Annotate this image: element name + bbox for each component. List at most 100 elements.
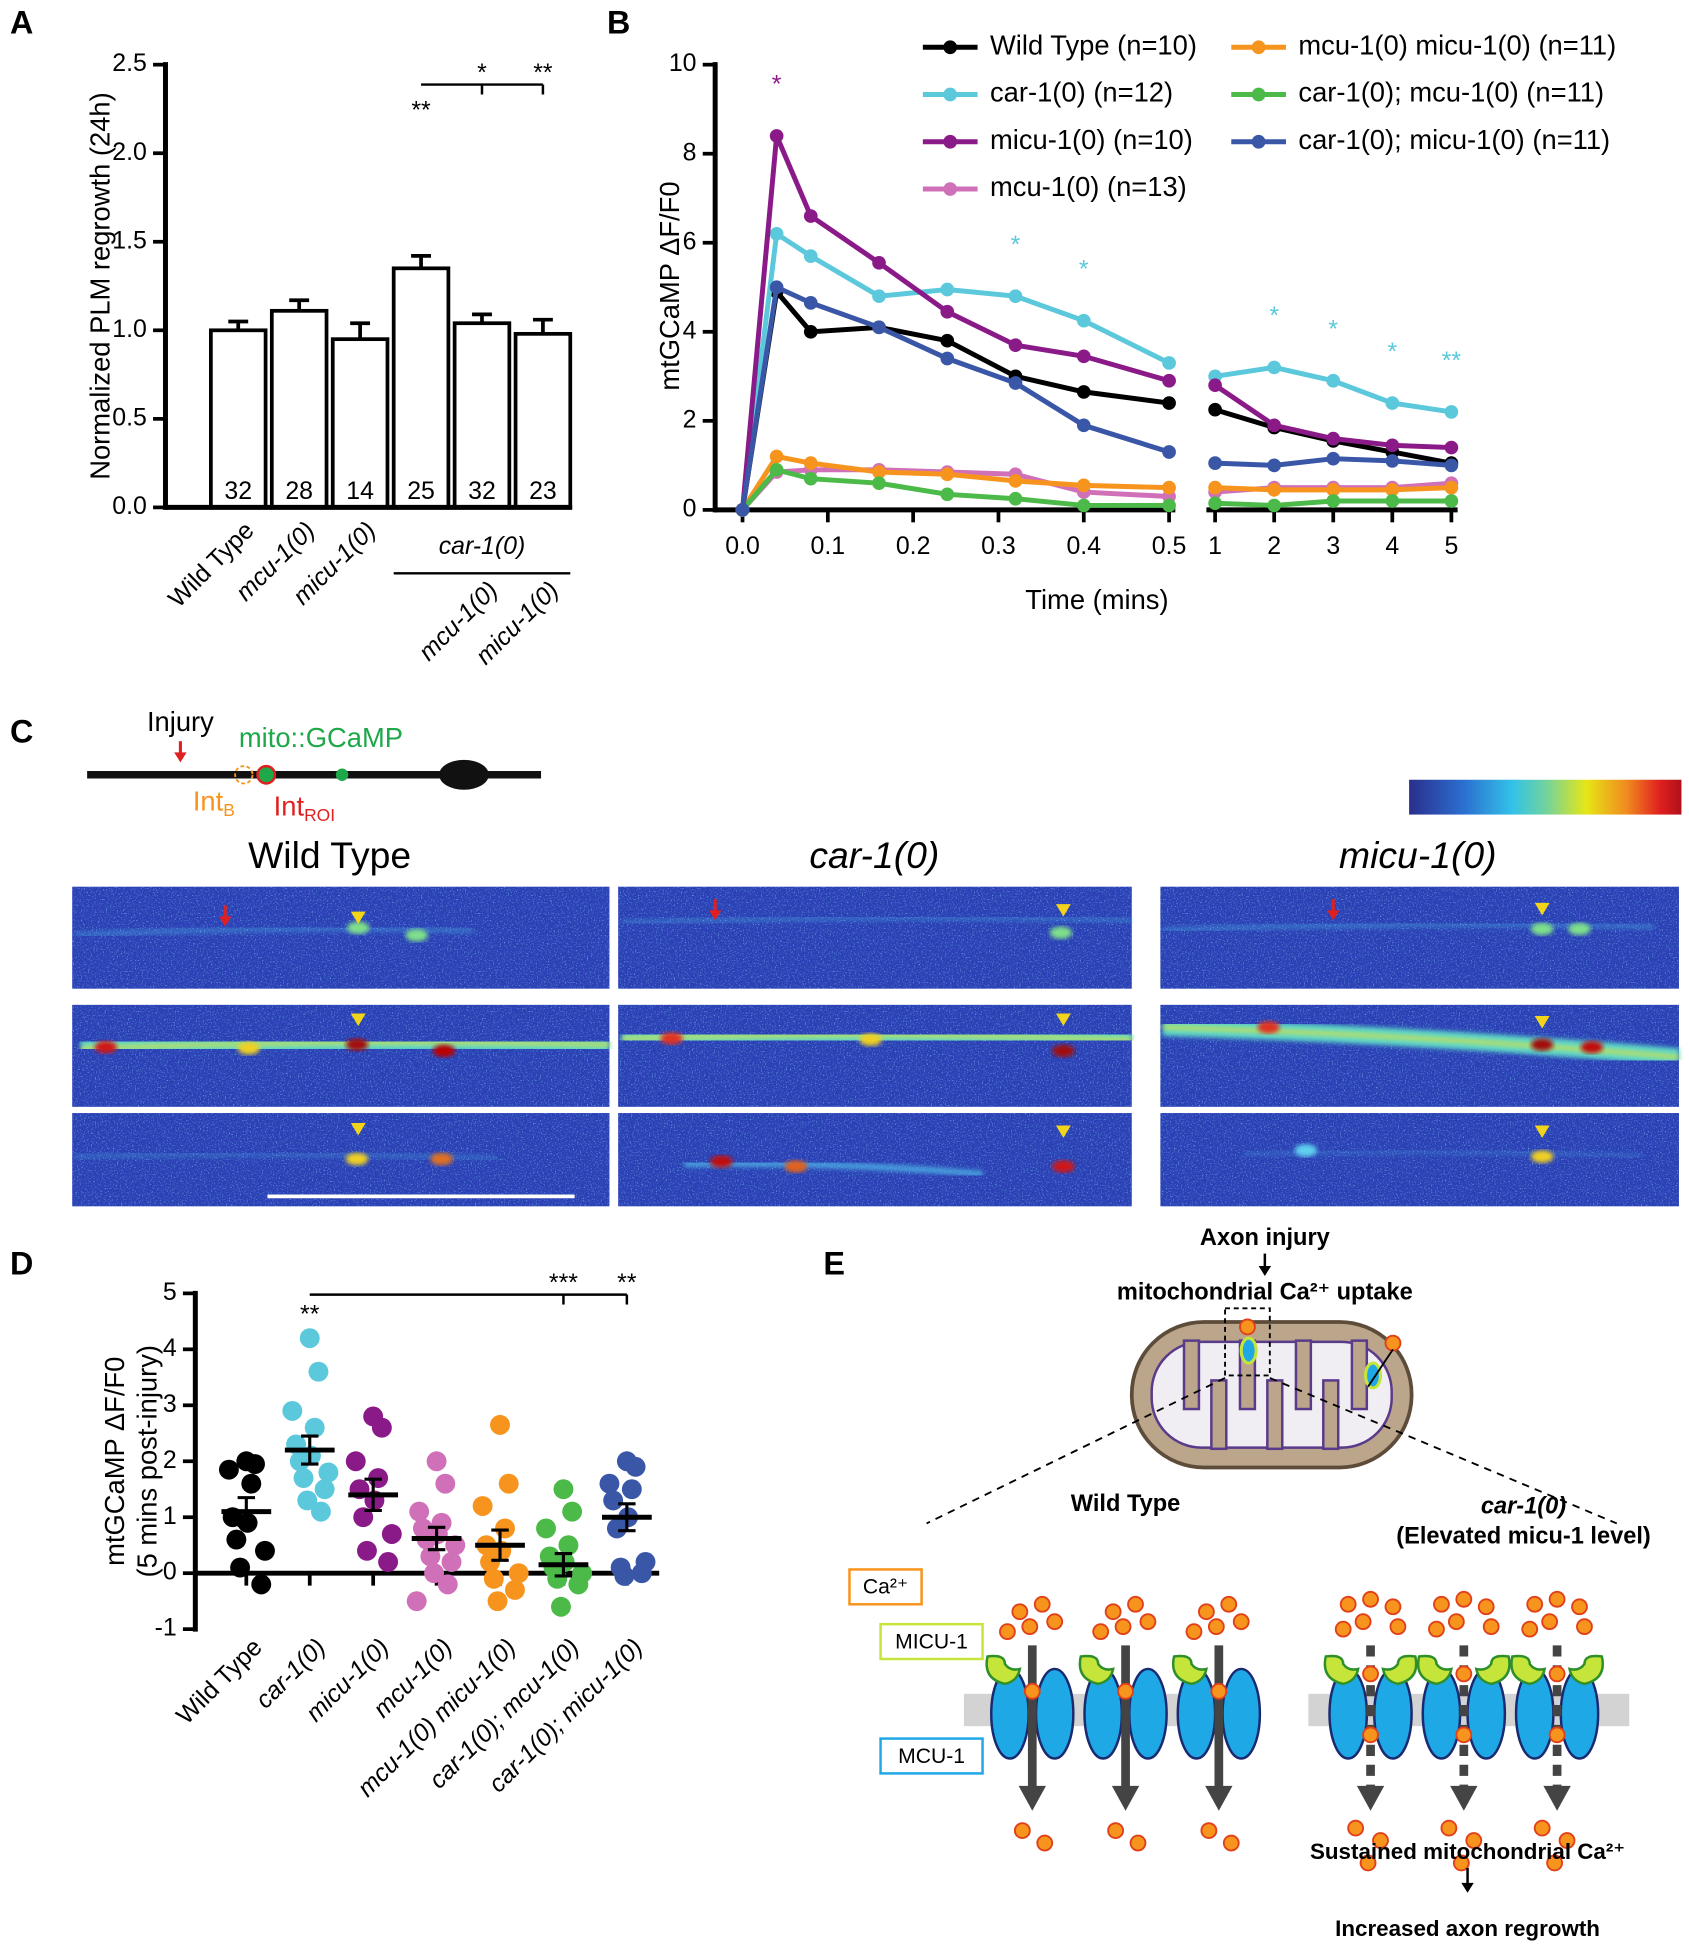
point — [1008, 376, 1023, 390]
x-tick-label: 0.0 — [725, 532, 760, 560]
calcium-ion — [1104, 1603, 1122, 1621]
significance: ** — [617, 1269, 637, 1297]
y-tick-label: 1.5 — [112, 226, 147, 254]
point — [424, 1563, 445, 1584]
legend-marker — [943, 40, 958, 55]
calcium-ion — [1220, 1595, 1238, 1613]
calcium-ion — [1013, 1822, 1031, 1840]
point — [437, 1574, 458, 1595]
x-tick-label: 5 — [1444, 532, 1458, 560]
crista — [1182, 1339, 1201, 1411]
hotspot — [1530, 1150, 1554, 1163]
point — [490, 1414, 510, 1435]
calcium-ion — [1021, 1618, 1039, 1636]
point — [297, 1490, 318, 1511]
group-label: car-1(0) — [439, 532, 526, 560]
bar-count: 14 — [346, 477, 374, 505]
calcium-ion — [1354, 1613, 1372, 1631]
legend-label: MCU-1 — [898, 1745, 965, 1768]
x-tick-label: 0.1 — [811, 532, 846, 560]
point — [435, 1473, 456, 1494]
x-tick-label: 0.4 — [1066, 532, 1101, 560]
panel-label: B — [607, 4, 630, 40]
calcium-ion — [1129, 1834, 1147, 1852]
calcium-ion — [1197, 1603, 1215, 1621]
crista — [1294, 1339, 1313, 1411]
calcium-ion — [1114, 1618, 1132, 1636]
hotspot — [1257, 1021, 1280, 1034]
calcium-ion — [1339, 1595, 1357, 1613]
bar-count: 32 — [468, 477, 496, 505]
point — [631, 1563, 652, 1584]
y-tick-label: 6 — [683, 227, 697, 255]
point — [508, 1563, 529, 1584]
point — [735, 503, 750, 517]
calcium-ion — [1526, 1595, 1544, 1613]
noise — [72, 886, 610, 989]
column-title: Wild Type — [248, 834, 411, 876]
calcium-ion — [1428, 1620, 1445, 1638]
crista — [1266, 1379, 1284, 1451]
bar — [391, 266, 451, 510]
calcium-ion — [1011, 1603, 1029, 1621]
arrow-head — [1258, 1266, 1272, 1276]
axon-core — [1162, 1025, 1680, 1059]
calcium-ion — [1384, 1598, 1402, 1616]
y-tick-label: 5 — [163, 1278, 177, 1306]
point — [536, 1518, 556, 1539]
significance: ** — [411, 96, 431, 124]
calcium-ion — [1127, 1595, 1144, 1613]
calcium-ion — [1548, 1590, 1566, 1608]
y-tick-label: 2 — [163, 1446, 177, 1474]
point — [480, 1552, 501, 1572]
x-tick-label: 0.3 — [981, 532, 1016, 560]
point — [498, 1473, 519, 1494]
calcium-ion — [1210, 1682, 1228, 1700]
significance: * — [477, 59, 487, 87]
hotspot — [1568, 922, 1591, 936]
hotspot — [1530, 922, 1554, 936]
point — [1162, 396, 1176, 410]
point — [1008, 289, 1023, 304]
axon-core — [80, 1040, 610, 1051]
point — [426, 1451, 447, 1472]
model-diagram: Axon injury mitochondrial Ca²⁺ uptake Wi… — [848, 1225, 1651, 1941]
point — [230, 1557, 251, 1578]
point — [1162, 445, 1176, 459]
point — [308, 1361, 329, 1382]
panel-label: A — [10, 4, 33, 40]
point — [1444, 494, 1459, 508]
injury-arrow — [172, 739, 189, 764]
point — [1162, 498, 1176, 513]
point — [1208, 378, 1222, 393]
point — [553, 1479, 574, 1500]
point — [803, 456, 818, 470]
background-roi — [234, 765, 254, 785]
point — [1326, 494, 1341, 508]
hotspot — [1052, 1160, 1075, 1173]
calcium-ion — [1447, 1613, 1465, 1631]
colorbar — [1409, 779, 1682, 815]
point — [1076, 498, 1091, 513]
point — [406, 1591, 427, 1612]
legend-label: car-1(0) (n=12) — [990, 77, 1173, 108]
channel-icon — [1364, 1361, 1383, 1390]
point — [562, 1501, 583, 1522]
mitochondrion — [335, 768, 349, 781]
point — [293, 1468, 314, 1488]
point — [1162, 373, 1176, 388]
point — [614, 1566, 635, 1586]
point — [357, 1540, 377, 1561]
hotspot — [432, 1044, 456, 1058]
axon-signal — [621, 914, 1132, 926]
hotspot — [347, 921, 370, 934]
point — [1385, 483, 1400, 497]
calcium-ion — [1362, 1726, 1379, 1744]
bar — [330, 337, 390, 510]
channel — [1173, 1645, 1260, 1810]
calcium-ion — [1548, 1665, 1566, 1683]
x-axis-title: Time (mins) — [1025, 584, 1168, 615]
noise — [618, 886, 1132, 989]
legend-marker — [943, 87, 958, 102]
